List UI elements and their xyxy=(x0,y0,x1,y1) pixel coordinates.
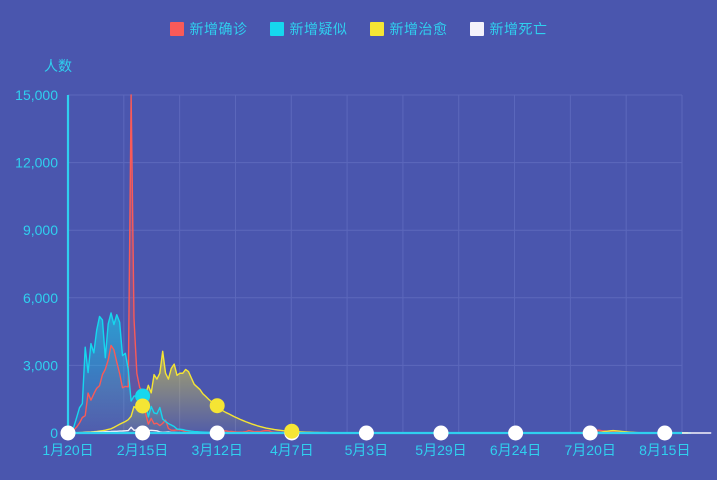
legend-item-label: 新增治愈 xyxy=(389,21,448,37)
series-point-marker[interactable] xyxy=(209,398,225,414)
y-axis-title: 人数 xyxy=(44,58,72,74)
x-axis-tick-label: 3月12日 xyxy=(192,442,243,458)
y-axis-tick-label: 12,000 xyxy=(15,155,58,171)
series-area-3 xyxy=(68,351,688,433)
x-axis-point-marker[interactable] xyxy=(60,425,76,441)
legend-item-label: 新增死亡 xyxy=(489,21,548,37)
series-point-marker[interactable] xyxy=(284,423,300,439)
y-axis-tick-label: 6,000 xyxy=(23,290,58,306)
series-point-marker[interactable] xyxy=(135,398,151,414)
legend-item-label: 新增确诊 xyxy=(189,21,248,37)
x-axis-point-marker[interactable] xyxy=(582,425,598,441)
x-axis-point-marker[interactable] xyxy=(657,425,673,441)
legend-item-1[interactable]: 新增确诊 xyxy=(169,21,248,37)
x-axis-point-marker[interactable] xyxy=(209,425,225,441)
x-axis-tick-label: 5月3日 xyxy=(345,442,389,458)
x-axis-point-marker[interactable] xyxy=(358,425,374,441)
y-axis-tick-label: 3,000 xyxy=(23,357,58,373)
legend-swatch-confirmed xyxy=(169,22,184,36)
y-axis-tick-label: 15,000 xyxy=(15,87,58,103)
x-axis-tick-label: 6月24日 xyxy=(490,442,541,458)
x-axis-point-marker[interactable] xyxy=(135,425,151,441)
x-axis-tick-label: 5月29日 xyxy=(415,442,466,458)
legend-item-label: 新增疑似 xyxy=(289,21,348,37)
chart-legend: 新增确诊 新增疑似 新增治愈 新增死亡 xyxy=(0,18,717,40)
x-axis-tick-label: 1月20日 xyxy=(42,442,93,458)
x-axis-point-marker[interactable] xyxy=(433,425,449,441)
x-axis-tick-labels: 1月20日 2月15日 3月12日 4月7日 5月3日 5月29日 6月24日 7月20日 8月… xyxy=(42,442,690,458)
legend-item-4[interactable]: 新增死亡 xyxy=(469,21,548,37)
legend-swatch-cured xyxy=(369,22,384,36)
legend-item-2[interactable]: 新增疑似 xyxy=(269,21,348,37)
x-axis-tick-label: 8月15日 xyxy=(639,442,690,458)
x-axis-tick-label: 7月20日 xyxy=(565,442,616,458)
y-axis-tick-label: 0 xyxy=(50,425,58,441)
legend-item-3[interactable]: 新增治愈 xyxy=(369,21,448,37)
series-area-layer xyxy=(68,95,691,433)
y-axis-tick-labels: 0 3,000 6,000 9,000 12,000 15,000 xyxy=(15,87,58,441)
axis-layer xyxy=(66,95,682,435)
x-axis-point-marker[interactable] xyxy=(508,425,524,441)
x-axis-tick-label: 4月7日 xyxy=(270,442,314,458)
x-axis-tick-label: 2月15日 xyxy=(117,442,168,458)
y-axis-tick-label: 9,000 xyxy=(23,222,58,238)
legend-swatch-deaths xyxy=(469,22,484,36)
legend-swatch-suspected xyxy=(269,22,284,36)
data-point-markers[interactable] xyxy=(60,388,673,441)
